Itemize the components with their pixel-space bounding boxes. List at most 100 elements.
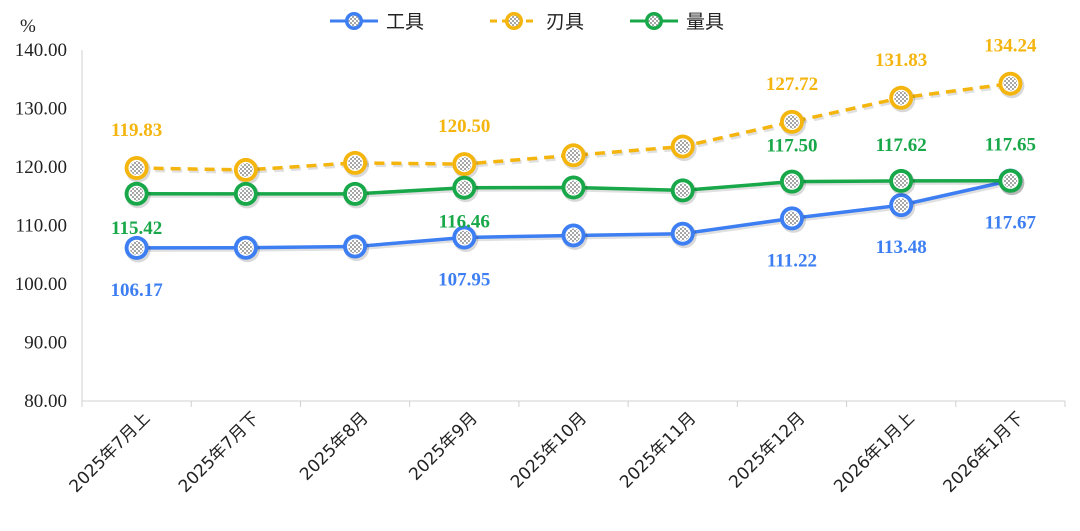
data-point (889, 168, 916, 196)
data-point (452, 175, 479, 203)
x-tick-label: 2025年12月 (725, 408, 809, 492)
data-point (233, 181, 260, 209)
data-point (998, 71, 1025, 99)
point-inner-ring (128, 185, 145, 202)
x-tick-label: 2026年1月上 (830, 408, 918, 496)
series-line-shadow (138, 83, 1013, 174)
point-pattern (238, 162, 254, 178)
point-pattern (566, 227, 581, 243)
data-point (561, 175, 588, 202)
point-inner-ring (237, 161, 254, 179)
point-inner-ring (456, 155, 473, 173)
data-label: 116.46 (439, 212, 490, 233)
legend: 工具 刃具 量具 (330, 11, 724, 33)
data-point (889, 193, 916, 220)
point-pattern (566, 147, 581, 163)
legend-item: 刃具 (490, 11, 584, 33)
legend-label: 工具 (386, 11, 424, 33)
point-pattern (675, 139, 691, 155)
data-point (889, 85, 916, 113)
point-pattern (238, 186, 254, 202)
legend-item: 量具 (630, 11, 724, 33)
data-label: 111.22 (767, 250, 817, 271)
point-inner-ring (237, 239, 254, 256)
point-inner-ring (674, 225, 691, 242)
data-point (561, 223, 588, 250)
point-pattern (893, 90, 909, 106)
point-inner-ring (128, 239, 145, 257)
data-label: 115.42 (111, 218, 162, 239)
point-pattern (1002, 173, 1018, 189)
data-point (779, 109, 806, 137)
series-0 (124, 168, 1025, 263)
y-tick-label: 100.00 (15, 274, 67, 295)
point-pattern (238, 240, 254, 256)
y-tick-label: 80.00 (24, 391, 67, 412)
point-pattern (784, 210, 800, 226)
point-inner-ring (674, 138, 691, 155)
point-pattern (675, 182, 691, 198)
x-tick-label: 2025年7月上 (66, 408, 154, 496)
point-pattern (1002, 76, 1018, 92)
x-tick-label: 2025年9月 (405, 408, 481, 484)
point-inner-ring (456, 229, 473, 246)
point-pattern (456, 156, 472, 172)
data-point (561, 143, 588, 170)
point-inner-ring (565, 179, 582, 196)
data-point (452, 152, 479, 179)
data-label: 117.62 (876, 135, 927, 156)
point-pattern (456, 180, 472, 196)
y-tick-label: 140.00 (15, 40, 67, 61)
series-layer (124, 71, 1025, 263)
point-inner-ring (346, 238, 364, 255)
data-point (779, 206, 806, 233)
point-pattern (129, 240, 145, 256)
y-tick-label: 110.00 (15, 216, 67, 237)
x-tick-label: 2025年7月下 (175, 408, 263, 496)
data-label: 117.65 (985, 135, 1036, 156)
legend-marker-pattern (348, 15, 360, 27)
x-tick-label: 2025年8月 (296, 408, 372, 484)
data-point (233, 235, 260, 263)
x-tick-label: 2025年11月 (616, 408, 700, 492)
series-2 (124, 168, 1025, 209)
data-point (670, 134, 697, 162)
x-tick-label: 2026年1月下 (939, 408, 1027, 496)
point-inner-ring (893, 89, 910, 106)
point-pattern (784, 174, 800, 190)
data-label: 131.83 (875, 50, 927, 71)
data-label: 117.67 (985, 213, 1037, 234)
data-label: 120.50 (438, 116, 490, 137)
data-point (343, 234, 370, 262)
data-label: 113.48 (876, 237, 927, 258)
data-point (343, 150, 370, 178)
data-point (343, 181, 370, 209)
data-label: 134.24 (984, 36, 1037, 57)
data-point (998, 168, 1025, 196)
data-label: 106.17 (110, 280, 163, 301)
legend-label: 刃具 (546, 11, 584, 33)
point-pattern (129, 186, 145, 202)
point-inner-ring (1002, 75, 1019, 92)
series-line (136, 81, 1011, 172)
point-inner-ring (674, 182, 691, 199)
point-inner-ring (783, 173, 801, 190)
legend-item: 工具 (330, 11, 424, 33)
legend-marker-pattern (648, 15, 660, 27)
point-inner-ring (783, 113, 801, 130)
point-pattern (347, 186, 363, 202)
point-inner-ring (893, 197, 910, 214)
data-point (124, 235, 151, 263)
y-tick-label: 90.00 (24, 333, 67, 354)
point-inner-ring (346, 185, 364, 203)
point-inner-ring (456, 179, 473, 196)
point-pattern (566, 179, 581, 195)
data-point (233, 157, 260, 185)
point-pattern (784, 114, 800, 130)
point-pattern (893, 197, 909, 213)
data-label: 119.83 (111, 120, 162, 141)
point-pattern (347, 155, 363, 171)
legend-label: 量具 (686, 11, 724, 33)
point-pattern (347, 239, 363, 255)
data-point (452, 225, 479, 252)
